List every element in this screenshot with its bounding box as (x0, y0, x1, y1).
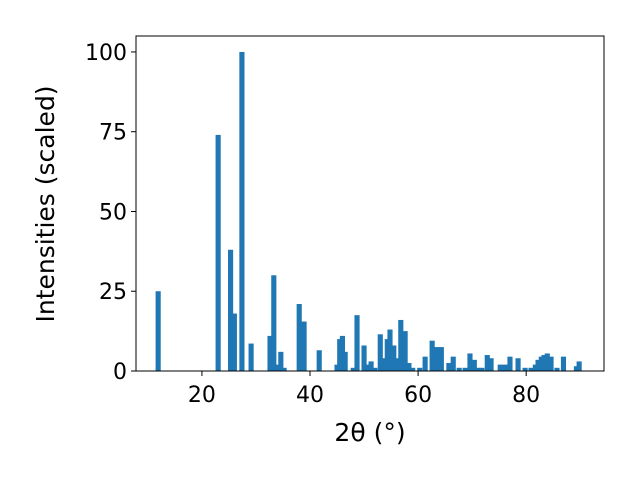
bar (488, 358, 494, 371)
bar (462, 367, 468, 371)
bar (365, 364, 371, 371)
bar (479, 367, 485, 371)
bar (548, 356, 554, 371)
bar (342, 351, 348, 371)
bar (380, 358, 386, 371)
bar (228, 249, 234, 371)
y-tick-label: 75 (99, 121, 127, 146)
bar (391, 345, 397, 371)
bar (507, 356, 513, 371)
bar (532, 364, 538, 371)
bar (281, 367, 287, 371)
y-tick-label: 25 (99, 280, 127, 305)
plot-frame (135, 35, 605, 372)
bar (538, 356, 544, 371)
bar (544, 353, 550, 371)
bar (215, 134, 221, 371)
bar (522, 367, 528, 371)
bar (502, 364, 508, 371)
bar (410, 367, 416, 371)
bar (248, 343, 254, 371)
x-tick-label: 40 (296, 383, 324, 408)
bar (271, 275, 277, 371)
bar (361, 345, 367, 371)
bar (446, 363, 452, 371)
bar (467, 353, 473, 371)
bar (231, 313, 237, 371)
bar (372, 367, 378, 371)
bar (339, 335, 346, 371)
bar (422, 356, 428, 371)
bar (471, 359, 477, 371)
x-axis-label: 2θ (°) (334, 418, 405, 447)
bar (434, 347, 440, 371)
bar (337, 339, 343, 371)
bar (456, 367, 462, 371)
x-tick-label: 80 (512, 383, 540, 408)
y-axis-label: Intensities (scaled) (31, 85, 60, 322)
bar (296, 304, 302, 371)
bar (560, 356, 567, 371)
bar (402, 331, 408, 371)
bar (541, 355, 547, 371)
bar (350, 367, 356, 371)
bar (484, 355, 490, 371)
bar (387, 329, 393, 371)
bar (475, 367, 481, 371)
x-tick-label: 20 (188, 383, 216, 408)
bar (377, 334, 383, 371)
bar (429, 340, 435, 371)
bar (334, 364, 340, 371)
bar (398, 319, 404, 371)
bar (239, 51, 245, 371)
bar (438, 347, 444, 371)
bar (301, 321, 307, 371)
bar (267, 335, 273, 371)
x-tick-label: 60 (404, 383, 432, 408)
bar (497, 364, 503, 371)
bar (535, 359, 541, 371)
bar (528, 367, 534, 371)
bar (395, 358, 401, 371)
bar (354, 315, 360, 371)
y-tick-label: 100 (85, 41, 127, 66)
bar (384, 339, 390, 371)
bar (450, 356, 456, 371)
bar (316, 350, 322, 371)
bar (275, 364, 281, 371)
bar (278, 351, 284, 371)
bar (155, 291, 161, 371)
bar (573, 366, 580, 371)
bar (406, 363, 412, 371)
bar (417, 367, 423, 371)
bar (554, 367, 560, 371)
bar (576, 361, 582, 371)
bar (515, 358, 521, 371)
y-tick-label: 50 (99, 200, 127, 225)
bar (368, 361, 374, 371)
y-tick-label: 0 (113, 360, 127, 385)
